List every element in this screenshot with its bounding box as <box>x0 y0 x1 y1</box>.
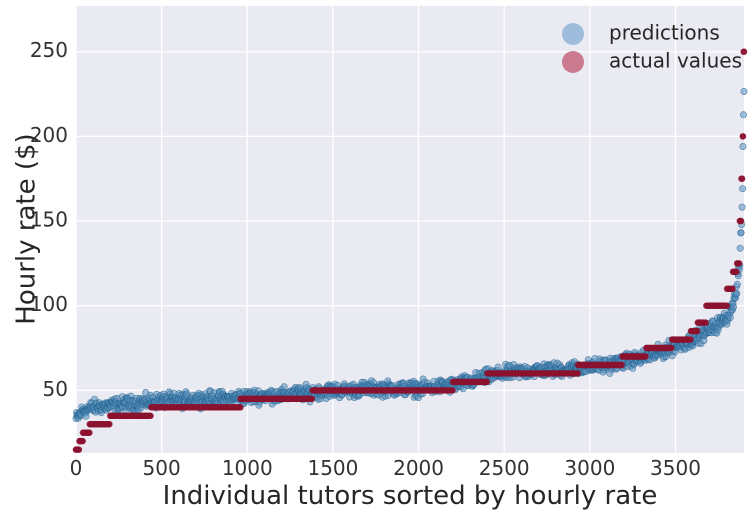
actual-value-point <box>643 344 650 352</box>
x-axis-title: Individual tutors sorted by hourly rate <box>163 481 658 511</box>
x-tick-label: 500 <box>143 456 181 480</box>
actual-value-point <box>308 395 316 402</box>
actual-value-point <box>483 370 491 377</box>
actual-value-point <box>86 421 93 428</box>
tick-labels: 0 500 1000 1500 2000 2500 3000 3500 50 100 150 200 2… <box>30 38 701 480</box>
actual-value-point <box>687 327 695 335</box>
actual-value-point <box>79 429 87 436</box>
actual-value-point <box>703 302 710 309</box>
actual-value-point <box>618 361 625 369</box>
legend-predictions-label: predictions <box>609 21 720 45</box>
prediction-point <box>740 88 748 96</box>
actual-value-point <box>738 175 745 182</box>
actual-value-point <box>694 327 701 335</box>
x-tick-label: 1000 <box>222 456 273 480</box>
actual-value-point <box>668 344 675 352</box>
actual-value-point <box>574 370 581 377</box>
prediction-point <box>739 185 747 193</box>
actual-value-point <box>729 268 737 275</box>
legend-predictions-marker <box>562 23 584 45</box>
prediction-point <box>739 111 747 119</box>
prediction-point <box>82 412 90 420</box>
x-tick-label: 0 <box>70 456 83 480</box>
legend: predictions actual values <box>562 21 742 73</box>
actual-value-point <box>736 217 743 225</box>
prediction-point <box>737 229 745 237</box>
actual-value-point <box>733 260 741 267</box>
prediction-point <box>494 363 502 371</box>
x-tick-label: 2000 <box>393 456 444 480</box>
prediction-point <box>739 143 747 151</box>
actual-value-point <box>309 387 316 394</box>
actual-value-point <box>237 395 244 402</box>
actual-value-point <box>740 48 747 55</box>
y-tick-label: 200 <box>30 123 68 147</box>
actual-value-point <box>619 353 626 360</box>
y-axis-title: Hourly rate ($) <box>12 133 42 324</box>
prediction-point <box>729 303 737 311</box>
actual-value-point <box>702 319 709 326</box>
y-tick-label: 250 <box>30 38 68 62</box>
actual-value-point <box>72 446 80 453</box>
x-tick-label: 3000 <box>564 456 615 480</box>
actual-value-point <box>694 319 701 326</box>
actual-value-point <box>86 429 93 436</box>
actual-value-point <box>76 437 83 445</box>
x-tick-label: 1500 <box>307 456 358 480</box>
prediction-point <box>736 244 744 252</box>
actual-value-point <box>723 302 730 309</box>
actual-value-point <box>449 378 456 386</box>
actual-value-point <box>147 412 154 419</box>
actual-value-point <box>106 421 113 428</box>
actual-value-point <box>668 336 676 343</box>
y-tick-label: 150 <box>30 208 68 232</box>
actual-value-point <box>729 285 736 292</box>
prediction-point <box>280 383 288 391</box>
actual-value-point <box>107 412 114 419</box>
prediction-point <box>733 289 741 297</box>
x-tick-label: 2500 <box>479 456 530 480</box>
actual-value-point <box>739 133 746 140</box>
legend-actual-values-marker <box>562 51 584 73</box>
legend-actual-values-label: actual values <box>609 49 742 73</box>
actual-value-point <box>574 361 582 369</box>
prediction-point <box>733 280 741 288</box>
actual-value-point <box>723 285 731 292</box>
y-tick-label: 50 <box>43 377 68 401</box>
y-tick-label: 100 <box>30 292 68 316</box>
actual-value-point <box>687 336 694 343</box>
plot-background <box>76 6 744 453</box>
prediction-point <box>738 203 746 211</box>
x-tick-label: 3500 <box>650 456 701 480</box>
actual-values-series <box>72 48 748 453</box>
actual-value-point <box>642 353 649 360</box>
actual-value-point <box>449 387 456 394</box>
actual-value-point <box>237 404 244 411</box>
actual-value-point <box>483 378 491 386</box>
actual-value-point <box>148 404 155 411</box>
